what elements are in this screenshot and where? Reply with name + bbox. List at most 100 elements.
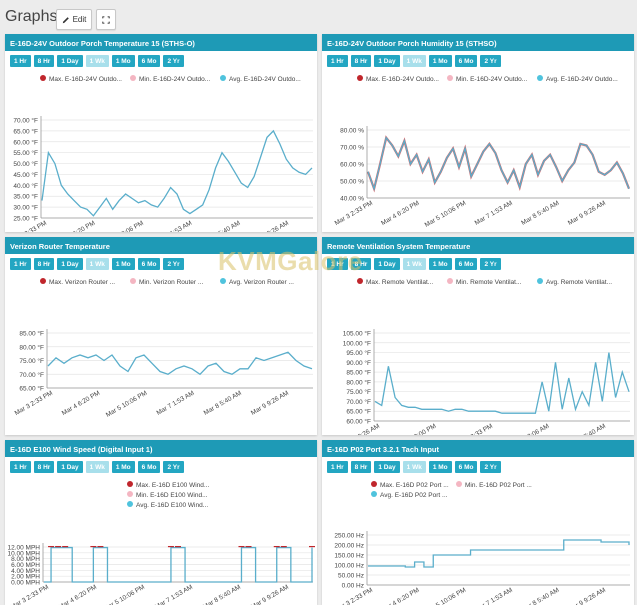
range-button-1day[interactable]: 1 Day [57,258,83,270]
legend-label[interactable]: Min. E-16D-24V Outdo... [456,76,527,83]
range-button-1mo[interactable]: 1 Mo [111,258,135,270]
legend-label[interactable]: Max. E-16D P02 Port ... [380,482,449,489]
range-button-1hr[interactable]: 1 Hr [10,258,31,270]
series-line-avg[interactable] [367,136,630,191]
range-button-1day[interactable]: 1 Day [57,55,83,67]
legend-label[interactable]: Max. E-16D E100 Wind... [136,482,210,489]
legend-label[interactable]: Min. Remote Ventilat... [456,279,522,286]
range-button-1wk[interactable]: 1 Wk [402,258,426,270]
range-button-1wk[interactable]: 1 Wk [85,55,109,67]
x-tick-label: Mar 8 5:40 AM [520,200,560,227]
range-button-2yr[interactable]: 2 Yr [480,461,501,473]
x-tick-label: Mar 5 10:06 PM [424,200,468,229]
graph-panel: E-16D P02 Port 3.2.1 Tach Input 1 Hr 8 Hr 1… [322,440,634,605]
range-button-8hr[interactable]: 8 Hr [33,55,55,67]
legend-label[interactable]: Min. Verizon Router ... [139,279,203,286]
range-button-1hr[interactable]: 1 Hr [327,258,348,270]
range-button-1wk[interactable]: 1 Wk [402,461,426,473]
legend-label[interactable]: Min. E-16D P02 Port ... [465,482,532,489]
x-tick-label: Mar 9 9:26 AM [567,200,607,227]
legend-marker [127,501,133,507]
range-button-1mo[interactable]: 1 Mo [428,55,452,67]
x-tick-label: Mar 9 3:00 PM [397,423,437,435]
range-button-6mo[interactable]: 6 Mo [137,55,161,67]
range-button-6mo[interactable]: 6 Mo [137,258,161,270]
legend-label[interactable]: Max. Verizon Router ... [49,279,115,286]
series-line-avg[interactable] [47,351,313,376]
series-line-avg[interactable] [44,546,313,583]
graph-panel: E-16D-24V Outdoor Porch Temperature 15 (… [5,34,317,232]
x-tick-label: Mar 3 2:33 PM [334,200,374,227]
range-button-1hr[interactable]: 1 Hr [10,461,31,473]
line-chart: Max. E-16D P02 Port ... Min. E-16D P02 Po… [334,481,630,605]
y-tick-label: 35.00 °F [13,193,38,201]
series-line-avg[interactable] [368,539,630,568]
range-button-2yr[interactable]: 2 Yr [163,55,184,67]
range-button-6mo[interactable]: 6 Mo [454,55,478,67]
edit-button[interactable]: Edit [56,9,92,30]
range-button-1mo[interactable]: 1 Mo [111,461,135,473]
y-tick-label: 80.00 % [340,128,364,135]
y-tick-label: 50.00 °F [13,160,38,168]
range-button-1wk[interactable]: 1 Wk [85,461,109,473]
x-tick-label: Mar 7 1:53 AM [474,587,514,605]
range-button-2yr[interactable]: 2 Yr [163,461,184,473]
range-button-1wk[interactable]: 1 Wk [85,258,109,270]
range-button-1day[interactable]: 1 Day [374,55,400,67]
y-tick-label: 8.00 MPH [11,556,40,563]
legend-label[interactable]: Avg. Verizon Router ... [229,279,294,286]
range-button-8hr[interactable]: 8 Hr [350,258,372,270]
range-button-8hr[interactable]: 8 Hr [350,461,372,473]
x-tick-label: Mar 8 5:40 AM [201,220,241,232]
range-button-6mo[interactable]: 6 Mo [454,461,478,473]
range-button-1mo[interactable]: 1 Mo [428,258,452,270]
range-button-1mo[interactable]: 1 Mo [111,55,135,67]
range-button-8hr[interactable]: 8 Hr [350,55,372,67]
range-button-1day[interactable]: 1 Day [374,461,400,473]
legend-marker [357,75,363,81]
series-line-avg[interactable] [374,352,630,414]
legend-label[interactable]: Max. Remote Ventilat... [366,279,433,286]
range-button-6mo[interactable]: 6 Mo [454,258,478,270]
x-tick-label: Mar 4 6:20 PM [58,584,98,605]
legend-label[interactable]: Avg. E-16D E100 Wind... [136,502,208,509]
y-tick-label: 70.00 °F [19,371,44,379]
range-button-6mo[interactable]: 6 Mo [137,461,161,473]
y-tick-label: 55.00 °F [13,149,38,157]
range-button-1hr[interactable]: 1 Hr [327,55,348,67]
expand-button[interactable] [96,9,116,30]
legend-label[interactable]: Max. E-16D-24V Outdo... [366,76,439,83]
range-button-8hr[interactable]: 8 Hr [33,461,55,473]
range-button-1hr[interactable]: 1 Hr [327,461,348,473]
legend-label[interactable]: Min. E-16D-24V Outdo... [139,76,210,83]
legend-label[interactable]: Min. E-16D E100 Wind... [136,492,208,499]
legend-label[interactable]: Avg. Remote Ventilat... [546,279,612,286]
y-tick-label: 70.00 °F [13,117,38,125]
legend-marker [40,278,46,284]
series-line-avg[interactable] [41,129,313,217]
legend-label[interactable]: Max. E-16D-24V Outdo... [49,76,122,83]
legend-label[interactable]: Avg. E-16D-24V Outdo... [229,76,301,83]
range-button-2yr[interactable]: 2 Yr [163,258,184,270]
y-tick-label: 105.00 °F [343,330,371,338]
x-tick-label: Mar 4 6:20 PM [380,587,420,605]
range-button-1day[interactable]: 1 Day [374,258,400,270]
legend-marker [130,75,136,81]
legend-marker [220,75,226,81]
legend-marker [357,278,363,284]
x-tick-label: Mar 10 7:40 AM [564,423,607,435]
range-button-8hr[interactable]: 8 Hr [33,258,55,270]
range-button-2yr[interactable]: 2 Yr [480,258,501,270]
range-button-1mo[interactable]: 1 Mo [428,461,452,473]
y-tick-label: 60.00 °F [13,138,38,146]
legend-label[interactable]: Avg. E-16D-24V Outdo... [546,76,618,83]
y-tick-label: 65.00 °F [346,408,371,416]
line-chart: Max. Remote Ventilat... Min. Remote Venti… [341,278,630,435]
range-button-2yr[interactable]: 2 Yr [480,55,501,67]
range-button-1hr[interactable]: 1 Hr [10,55,31,67]
range-button-1wk[interactable]: 1 Wk [402,55,426,67]
legend-marker [130,278,136,284]
legend-label[interactable]: Avg. E-16D P02 Port ... [380,492,448,499]
range-button-1day[interactable]: 1 Day [57,461,83,473]
x-tick-label: Mar 7 1:53 AM [474,200,514,227]
